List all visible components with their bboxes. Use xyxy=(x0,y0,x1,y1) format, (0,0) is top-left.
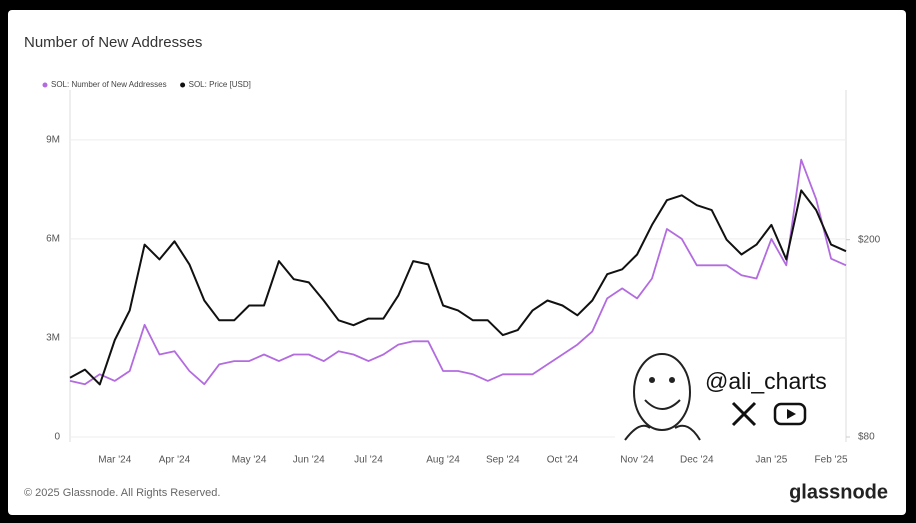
eye xyxy=(669,377,675,383)
x-tick-label: Mar '24 xyxy=(98,455,131,466)
y-tick-label: 9M xyxy=(46,135,60,146)
y-tick-label: 0 xyxy=(54,432,60,443)
x-tick-label: Dec '24 xyxy=(680,455,714,466)
legend-label: SOL: Price [USD] xyxy=(189,80,251,89)
face xyxy=(633,353,691,431)
shoulders xyxy=(624,424,701,441)
eye xyxy=(649,377,655,383)
y-tick-label: 3M xyxy=(46,333,60,344)
y2-tick-label: $200 xyxy=(858,234,881,245)
x-tick-label: Jul '24 xyxy=(354,455,383,466)
x-icon xyxy=(731,401,757,427)
x-tick-label: Apr '24 xyxy=(159,455,191,466)
x-tick-label: May '24 xyxy=(232,455,267,466)
brand: glassnode xyxy=(789,481,888,503)
youtube-play xyxy=(787,409,796,419)
legend-swatch xyxy=(180,82,186,88)
legend-swatch xyxy=(42,82,48,88)
x-tick-label: Jan '25 xyxy=(755,455,787,466)
x-tick-label: Nov '24 xyxy=(620,455,654,466)
watermark-handle: @ali_charts xyxy=(705,368,827,394)
x-tick-label: Oct '24 xyxy=(547,455,579,466)
x-tick-label: Jun '24 xyxy=(293,455,325,466)
series-line xyxy=(69,189,847,386)
y2-tick-label: $80 xyxy=(858,432,875,443)
copyright: © 2025 Glassnode. All Rights Reserved. xyxy=(24,487,220,499)
smile xyxy=(644,399,681,410)
x-tick-label: Aug '24 xyxy=(426,455,460,466)
chart-title: Number of New Addresses xyxy=(24,34,202,51)
watermark: @ali_charts xyxy=(615,342,845,442)
youtube-icon xyxy=(773,402,807,426)
x-tick-label: Feb '25 xyxy=(815,455,848,466)
y-tick-label: 6M xyxy=(46,234,60,245)
legend-label: SOL: Number of New Addresses xyxy=(51,80,167,89)
series-line xyxy=(69,158,847,386)
x-tick-label: Sep '24 xyxy=(486,455,520,466)
